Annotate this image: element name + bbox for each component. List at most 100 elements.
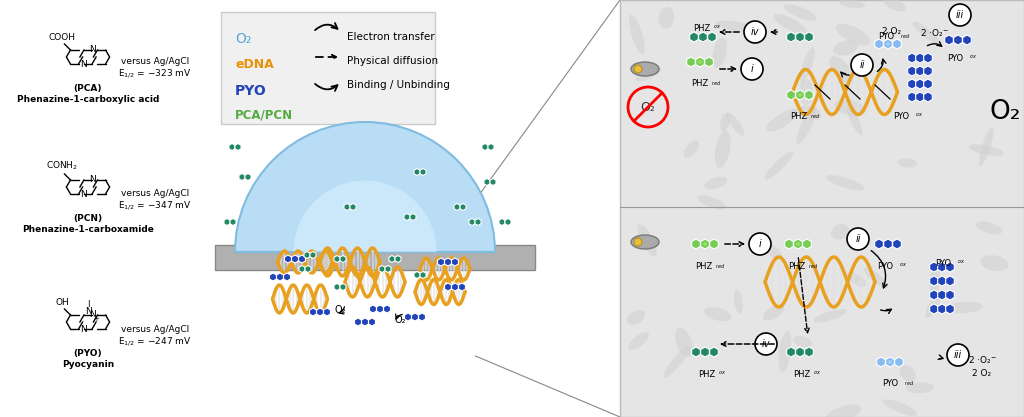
Ellipse shape bbox=[778, 331, 792, 372]
Text: N: N bbox=[89, 45, 95, 55]
Ellipse shape bbox=[830, 224, 849, 240]
Circle shape bbox=[703, 242, 707, 246]
Circle shape bbox=[796, 242, 800, 246]
Ellipse shape bbox=[969, 144, 1004, 156]
Text: 2 O₂: 2 O₂ bbox=[882, 27, 901, 36]
Text: (PCN): (PCN) bbox=[74, 214, 102, 223]
Text: $_{ox}$: $_{ox}$ bbox=[899, 262, 907, 269]
Ellipse shape bbox=[774, 14, 807, 34]
Text: PHZ: PHZ bbox=[698, 370, 715, 379]
Text: PYO: PYO bbox=[878, 32, 894, 41]
Ellipse shape bbox=[763, 304, 784, 321]
Text: E$_{1/2}$ = −247 mV: E$_{1/2}$ = −247 mV bbox=[118, 335, 191, 348]
Text: N: N bbox=[81, 60, 87, 68]
Text: versus Ag/AgCl: versus Ag/AgCl bbox=[121, 325, 189, 334]
Ellipse shape bbox=[980, 255, 1009, 271]
Text: $_{red}$: $_{red}$ bbox=[900, 32, 910, 40]
Text: (PCA): (PCA) bbox=[74, 84, 102, 93]
Ellipse shape bbox=[629, 15, 645, 54]
Ellipse shape bbox=[734, 290, 742, 314]
Ellipse shape bbox=[799, 106, 821, 120]
Circle shape bbox=[755, 333, 777, 355]
Ellipse shape bbox=[715, 131, 730, 168]
Ellipse shape bbox=[794, 336, 812, 347]
FancyBboxPatch shape bbox=[215, 245, 535, 270]
Ellipse shape bbox=[925, 295, 940, 317]
Text: 2 ·O₂$^{-}$: 2 ·O₂$^{-}$ bbox=[968, 354, 996, 365]
Text: $_{ox}$: $_{ox}$ bbox=[713, 24, 721, 31]
Ellipse shape bbox=[766, 108, 799, 131]
Text: N: N bbox=[81, 189, 87, 198]
Text: PHZ: PHZ bbox=[693, 24, 711, 33]
Text: $_{ox}$: $_{ox}$ bbox=[813, 370, 821, 377]
Ellipse shape bbox=[912, 22, 941, 45]
Text: iii: iii bbox=[955, 10, 965, 20]
Text: O₂: O₂ bbox=[234, 32, 251, 46]
Text: I: I bbox=[87, 300, 89, 309]
Ellipse shape bbox=[835, 99, 866, 116]
Text: PHZ: PHZ bbox=[790, 112, 807, 121]
FancyBboxPatch shape bbox=[620, 0, 1024, 417]
FancyBboxPatch shape bbox=[221, 12, 435, 124]
Text: +: + bbox=[93, 316, 99, 322]
Text: PYO: PYO bbox=[947, 54, 964, 63]
Text: $_{red}$: $_{red}$ bbox=[904, 379, 914, 387]
Wedge shape bbox=[234, 122, 495, 252]
Text: ii: ii bbox=[855, 234, 861, 244]
Ellipse shape bbox=[825, 404, 861, 417]
Text: PCA/PCN: PCA/PCN bbox=[234, 108, 293, 121]
Ellipse shape bbox=[675, 328, 693, 357]
Ellipse shape bbox=[906, 382, 934, 393]
Text: Physical diffusion: Physical diffusion bbox=[347, 56, 438, 66]
Text: $_{red}$: $_{red}$ bbox=[715, 262, 725, 271]
Text: 2 O₂: 2 O₂ bbox=[972, 369, 991, 378]
Ellipse shape bbox=[713, 38, 727, 68]
Ellipse shape bbox=[664, 346, 690, 378]
Circle shape bbox=[634, 65, 642, 73]
Wedge shape bbox=[294, 181, 436, 252]
Circle shape bbox=[698, 60, 702, 64]
Text: $_{ox}$: $_{ox}$ bbox=[718, 370, 726, 377]
Text: E$_{1/2}$ = −347 mV: E$_{1/2}$ = −347 mV bbox=[118, 199, 191, 212]
Ellipse shape bbox=[765, 244, 782, 260]
Text: $_{ox}$: $_{ox}$ bbox=[915, 112, 923, 119]
Ellipse shape bbox=[813, 309, 847, 322]
Circle shape bbox=[949, 4, 971, 26]
Ellipse shape bbox=[705, 307, 732, 321]
Text: N: N bbox=[81, 324, 87, 334]
Circle shape bbox=[847, 228, 869, 250]
Text: $_{red}$: $_{red}$ bbox=[808, 262, 818, 271]
Text: Binding / Unbinding: Binding / Unbinding bbox=[347, 80, 450, 90]
Ellipse shape bbox=[976, 221, 1002, 234]
Text: versus Ag/AgCl: versus Ag/AgCl bbox=[121, 189, 189, 198]
Ellipse shape bbox=[899, 365, 915, 382]
Text: eDNA: eDNA bbox=[234, 58, 273, 71]
Text: ii: ii bbox=[859, 60, 864, 70]
Text: i: i bbox=[751, 64, 754, 74]
Text: E$_{1/2}$ = −323 mV: E$_{1/2}$ = −323 mV bbox=[118, 67, 191, 80]
Ellipse shape bbox=[631, 235, 659, 249]
Text: PYO: PYO bbox=[893, 112, 909, 121]
Text: $_{ox}$: $_{ox}$ bbox=[969, 54, 977, 61]
Text: PYO: PYO bbox=[882, 379, 898, 388]
Ellipse shape bbox=[716, 21, 755, 32]
Text: O₂: O₂ bbox=[641, 100, 655, 113]
Ellipse shape bbox=[797, 106, 816, 144]
Text: $_{ox}$: $_{ox}$ bbox=[957, 259, 965, 266]
Circle shape bbox=[888, 360, 892, 364]
Ellipse shape bbox=[826, 175, 864, 191]
Text: COOH: COOH bbox=[49, 33, 76, 42]
Ellipse shape bbox=[847, 106, 862, 135]
Text: $_{red}$: $_{red}$ bbox=[810, 112, 820, 121]
Text: Phenazine-1-carboxylic acid: Phenazine-1-carboxylic acid bbox=[16, 95, 159, 104]
Text: N: N bbox=[89, 176, 95, 184]
Text: O₂: O₂ bbox=[989, 99, 1021, 125]
Text: O₂: O₂ bbox=[334, 305, 346, 315]
Ellipse shape bbox=[658, 7, 674, 29]
Ellipse shape bbox=[631, 62, 659, 76]
Text: iii: iii bbox=[954, 350, 963, 360]
Ellipse shape bbox=[800, 48, 815, 82]
Text: iv: iv bbox=[762, 339, 770, 349]
Text: i: i bbox=[759, 239, 762, 249]
Text: PYO: PYO bbox=[234, 84, 266, 98]
